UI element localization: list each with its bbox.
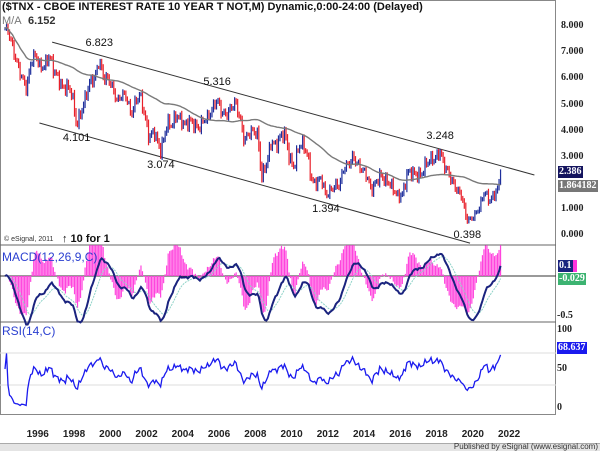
y-tick-label: 4.000	[561, 124, 584, 136]
x-tick-label: 2004	[171, 429, 194, 440]
y-tick-label: 3.000	[561, 150, 584, 162]
macd-tick: -0.5	[557, 310, 573, 321]
x-tick-label: 2018	[425, 429, 448, 440]
split-note: ↑ 10 for 1	[62, 233, 110, 245]
x-tick-label: 2014	[352, 429, 376, 440]
x-tick-label: 2002	[135, 429, 158, 440]
macd-signal-line	[4, 256, 502, 316]
pivot-label: 0.398	[453, 228, 482, 241]
x-tick-label: 1998	[62, 429, 86, 440]
pivot-label: 4.101	[62, 131, 91, 144]
signal-last-tag: -0.029	[558, 273, 586, 285]
rsi-tick: 100	[557, 324, 572, 335]
copyright-note: © eSignal, 2011	[4, 236, 54, 243]
pivot-label: 3.074	[147, 158, 175, 171]
trend-line	[52, 41, 535, 176]
plot-frame	[0, 0, 556, 415]
rsi-tick: 0	[557, 402, 562, 413]
trend-line	[39, 122, 471, 244]
macd-line	[4, 252, 502, 326]
y-tick-label: 5.000	[561, 98, 584, 110]
macd-title: MACD(12,26,9,C)	[2, 250, 98, 264]
pivot-label: 3.248	[426, 130, 454, 143]
ma-legend-value: 6.152	[28, 15, 56, 27]
rsi-title: RSI(14,C)	[2, 324, 56, 338]
y-tick-label: 6.000	[561, 72, 584, 84]
ma-legend: M/A	[2, 15, 22, 27]
pivot-label: 6.823	[85, 36, 114, 49]
y-tick-label: 7.000	[561, 46, 584, 58]
x-tick-label: 2000	[99, 429, 122, 440]
x-tick-label: 2012	[316, 429, 339, 440]
pivot-label: 1.394	[312, 202, 340, 215]
x-tick-label: 2006	[207, 429, 231, 440]
y-tick-label: 0.000	[561, 229, 584, 240]
x-tick-label: 2020	[461, 429, 484, 440]
pivot-label: 5.316	[203, 76, 231, 89]
moving-average-line	[4, 26, 501, 186]
footer-bar: Published by eSignal (www.esignal.com)	[0, 442, 600, 451]
rsi-last-tag: 68.637	[557, 342, 587, 354]
publisher-note: Published by eSignal (www.esignal.com)	[453, 442, 598, 451]
x-tick-label: 2010	[280, 429, 303, 440]
macd-last-tag: 0.1	[558, 260, 577, 272]
chart-title: ($TNX - CBOE INTEREST RATE 10 YEAR T NOT…	[2, 1, 423, 13]
ma-last-tag: 1.864182	[558, 180, 598, 192]
rsi-line	[4, 353, 502, 407]
y-tick-label: 1.000	[561, 202, 584, 214]
x-tick-label: 1996	[26, 429, 49, 440]
x-tick-label: 2022	[498, 429, 521, 440]
y-tick-label: 8.000	[561, 20, 584, 32]
x-tick-label: 2016	[389, 429, 412, 440]
rsi-tick: 50	[557, 363, 567, 374]
last-price-tag: 2.386	[558, 166, 583, 178]
x-tick-label: 2008	[244, 429, 267, 440]
